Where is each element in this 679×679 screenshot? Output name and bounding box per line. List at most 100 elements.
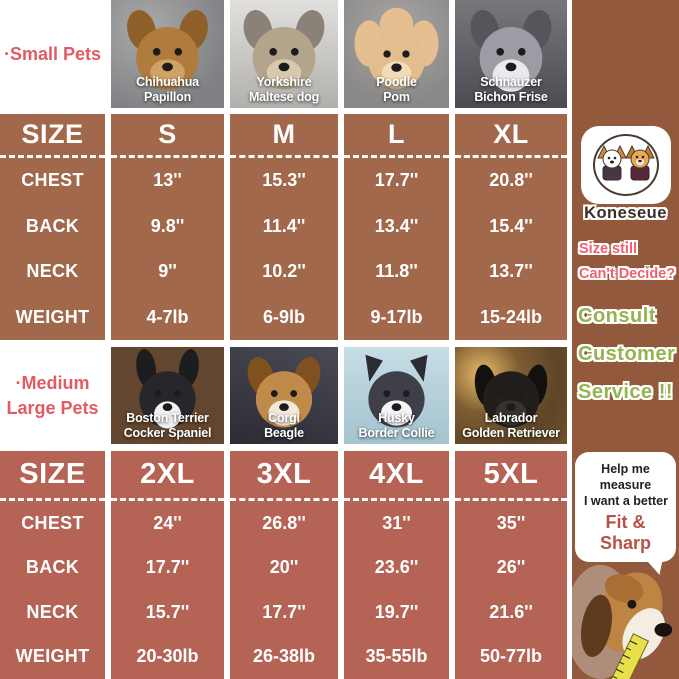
back-value: 23.6'' bbox=[374, 557, 419, 578]
chest-value: 31'' bbox=[382, 512, 411, 533]
dog-face-icon bbox=[354, 7, 439, 89]
size-column-5xl: 5XL 35'' 26'' 21.6'' 50-77lb bbox=[455, 451, 567, 679]
back-value: 13.4'' bbox=[374, 215, 419, 236]
bubble-line2: I want a better bbox=[583, 494, 668, 508]
back-value: 26'' bbox=[496, 557, 526, 578]
brand-sidebar: Koneseue Size still Can't Decide? Consul… bbox=[572, 0, 679, 679]
consult-line1: Consult bbox=[578, 305, 656, 327]
measure-label-column: SIZE CHEST BACK NECK WEIGHT bbox=[0, 114, 105, 340]
dog-face-icon bbox=[136, 349, 199, 429]
breed-label: Husky Border Collie bbox=[358, 411, 435, 440]
size-5xl-header: 5XL bbox=[483, 458, 539, 490]
size-s-header: S bbox=[158, 119, 177, 149]
photo-chihuahua-papillon: Chihuahua Papillon bbox=[111, 0, 224, 108]
row-label-chest: CHEST bbox=[21, 170, 84, 191]
consult-service-text: Consult Customer Service !! bbox=[572, 297, 679, 411]
medium-large-photo-row: ·Medium Large Pets Bost bbox=[0, 347, 567, 444]
breed-label: Yorkshire Maltese dog bbox=[248, 75, 320, 104]
dog-face-icon bbox=[474, 364, 548, 428]
breed-label: Corgi Beagle bbox=[264, 411, 304, 440]
size-3xl-header: 3XL bbox=[256, 458, 312, 490]
row-label-neck: NECK bbox=[26, 261, 79, 282]
back-value: 17.7'' bbox=[145, 557, 190, 578]
row-label-chest: CHEST bbox=[21, 512, 84, 533]
small-pets-label-text: ·Small Pets bbox=[3, 43, 102, 64]
breed-label: Boston Terrier Cocker Spaniel bbox=[123, 411, 212, 440]
brand-name: Koneseue bbox=[584, 204, 667, 222]
small-pets-table: SIZE CHEST BACK NECK WEIGHT S 13'' 9.8''… bbox=[0, 114, 567, 340]
medium-large-pets-table: SIZE CHEST BACK NECK WEIGHT 2XL 24'' 17.… bbox=[0, 451, 567, 679]
weight-value: 9-17lb bbox=[370, 306, 423, 327]
row-label-back: BACK bbox=[25, 215, 80, 236]
decide-line2: Can't Decide? bbox=[579, 266, 676, 282]
small-pets-photo-row: ·Small Pets Chihuahua P bbox=[0, 0, 567, 108]
weight-value: 50-77lb bbox=[479, 646, 543, 667]
photo-labrador-golden-retriever: Labrador Golden Retriever bbox=[455, 347, 567, 444]
row-label-neck: NECK bbox=[26, 601, 79, 622]
chest-value: 15.3'' bbox=[262, 170, 306, 191]
dog-face-icon bbox=[365, 354, 428, 428]
weight-value: 20-30lb bbox=[136, 646, 199, 667]
fit-sharp-text: Fit & Sharp bbox=[599, 512, 651, 553]
photo-poodle-pom: Poodle Pom bbox=[344, 0, 449, 108]
photo-yorkshire-maltese: Yorkshire Maltese dog bbox=[230, 0, 338, 108]
consult-line2: Customer bbox=[578, 343, 676, 365]
medium-large-pets-label: ·Medium Large Pets bbox=[0, 347, 105, 444]
speech-bubble: Help me measure I want a better Fit & Sh… bbox=[575, 452, 676, 578]
size-decide-text: Size still Can't Decide? bbox=[572, 237, 679, 287]
weight-value: 15-24lb bbox=[479, 306, 543, 327]
back-value: 9.8'' bbox=[150, 215, 185, 236]
photo-boston-terrier-cocker-spaniel: Boston Terrier Cocker Spaniel bbox=[111, 347, 224, 444]
neck-value: 9'' bbox=[158, 261, 177, 282]
photo-corgi-beagle: Corgi Beagle bbox=[230, 347, 338, 444]
tables-area: ·Small Pets Chihuahua P bbox=[0, 0, 567, 679]
chest-value: 17.7'' bbox=[374, 170, 419, 191]
size-m-header: M bbox=[272, 119, 296, 149]
chest-value: 35'' bbox=[496, 512, 526, 533]
medium-label-line2: Large Pets bbox=[6, 397, 99, 418]
beagle-measuring-photo bbox=[572, 561, 679, 679]
weight-value: 4-7lb bbox=[146, 306, 189, 327]
weight-value: 35-55lb bbox=[365, 646, 428, 667]
content-sidebar-divider bbox=[567, 0, 572, 679]
chest-value: 26.8'' bbox=[262, 512, 306, 533]
breed-label: Labrador Golden Retriever bbox=[462, 411, 560, 440]
breed-label: Poodle Pom bbox=[376, 75, 417, 104]
consult-line3: Service !! bbox=[578, 381, 674, 403]
chest-value: 13'' bbox=[153, 170, 182, 191]
neck-value: 10.2'' bbox=[262, 261, 306, 282]
size-xl-header: XL bbox=[493, 119, 529, 149]
medium-large-pets-section: ·Medium Large Pets Bost bbox=[0, 347, 567, 679]
neck-value: 13.7'' bbox=[489, 261, 533, 282]
measure-label-column: SIZE CHEST BACK NECK WEIGHT bbox=[0, 451, 105, 679]
small-pets-section: ·Small Pets Chihuahua P bbox=[0, 0, 567, 340]
size-column-xl: XL 20.8'' 15.4'' 13.7'' 15-24lb bbox=[455, 114, 567, 340]
size-column-4xl: 4XL 31'' 23.6'' 19.7'' 35-55lb bbox=[344, 451, 449, 679]
size-l-header: L bbox=[388, 119, 405, 149]
size-column-2xl: 2XL 24'' 17.7'' 15.7'' 20-30lb bbox=[111, 451, 224, 679]
row-label-weight: WEIGHT bbox=[15, 306, 90, 327]
size-4xl-header: 4XL bbox=[369, 458, 424, 490]
neck-value: 19.7'' bbox=[374, 601, 419, 622]
two-corgis-icon bbox=[596, 144, 655, 181]
back-value: 15.4'' bbox=[489, 215, 533, 236]
dog-face-icon bbox=[247, 357, 321, 428]
row-label-back: BACK bbox=[25, 557, 80, 578]
size-column-s: S 13'' 9.8'' 9'' 4-7lb bbox=[111, 114, 224, 340]
photo-husky-border-collie: Husky Border Collie bbox=[344, 347, 449, 444]
beagle-with-ruler-icon bbox=[572, 564, 673, 679]
decide-line1: Size still bbox=[579, 241, 638, 257]
chest-value: 20.8'' bbox=[489, 170, 533, 191]
dog-face-icon bbox=[127, 10, 208, 90]
dog-face-icon bbox=[243, 10, 325, 90]
size-header: SIZE bbox=[19, 458, 86, 490]
brand-logo-circle bbox=[592, 134, 659, 196]
neck-value: 11.8'' bbox=[375, 261, 418, 282]
brand-logo-badge bbox=[582, 128, 669, 202]
size-column-m: M 15.3'' 11.4'' 10.2'' 6-9lb bbox=[230, 114, 338, 340]
size-column-3xl: 3XL 26.8'' 20'' 17.7'' 26-38lb bbox=[230, 451, 338, 679]
small-pets-label: ·Small Pets bbox=[0, 0, 105, 108]
back-value: 11.4'' bbox=[262, 215, 306, 236]
breed-label: Chihuahua Papillon bbox=[136, 75, 199, 104]
photo-schnauzer-bichon: Schnauzer Bichon Frise bbox=[455, 0, 567, 108]
